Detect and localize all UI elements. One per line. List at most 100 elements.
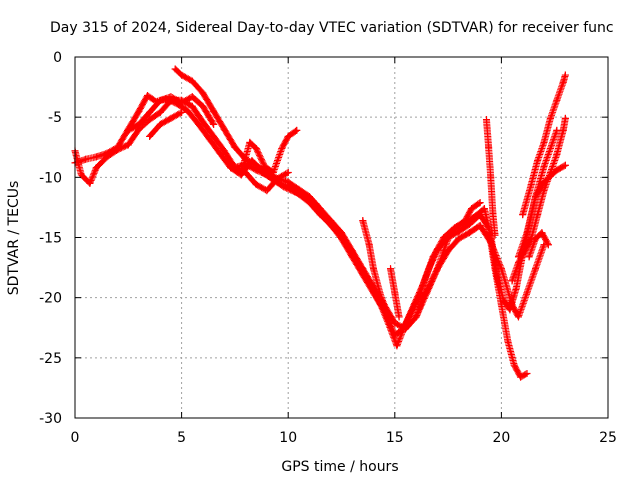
data-point: [369, 265, 377, 273]
data-point: [514, 259, 522, 267]
data-point: [532, 235, 540, 243]
data-point: [210, 120, 218, 128]
data-point: [124, 126, 132, 134]
y-tick-label: -15: [39, 231, 62, 247]
data-point: [178, 71, 186, 79]
data-point: [538, 229, 546, 237]
data-point: [199, 89, 207, 97]
data-point: [216, 149, 224, 157]
data-point: [514, 253, 522, 261]
data-point: [523, 229, 531, 237]
data-point: [525, 253, 533, 261]
data-point: [184, 107, 192, 115]
data-point: [476, 221, 484, 229]
data-point: [135, 107, 143, 115]
data-point: [387, 265, 395, 273]
data-point: [497, 301, 505, 309]
data-point: [167, 93, 175, 101]
data-point: [338, 229, 345, 237]
data-point: [553, 96, 561, 104]
chart-title: Day 315 of 2024, Sidereal Day-to-day VTE…: [50, 20, 614, 36]
data-point: [135, 120, 143, 128]
data-point: [103, 153, 111, 161]
x-tick-label: 20: [492, 430, 510, 446]
data-point: [468, 205, 476, 213]
data-point: [491, 231, 499, 239]
series-track-4: [124, 93, 218, 134]
data-point: [274, 175, 282, 183]
data-point: [508, 301, 516, 309]
series-track-15: [525, 229, 552, 261]
data-point: [146, 108, 154, 116]
data-point: [546, 144, 554, 152]
data-point: [489, 209, 497, 217]
data-point: [348, 247, 356, 255]
data-point: [156, 120, 164, 128]
data-point: [92, 153, 100, 161]
data-point: [284, 132, 292, 140]
data-point: [188, 93, 196, 101]
data-point: [512, 284, 520, 292]
series-track-14: [519, 71, 569, 219]
data-point: [195, 120, 203, 128]
data-point: [553, 150, 561, 158]
data-point: [553, 166, 561, 174]
data-point: [497, 265, 505, 273]
data-point: [261, 163, 269, 171]
data-point: [231, 163, 239, 171]
data-point: [559, 126, 567, 134]
data-point: [220, 147, 228, 155]
data-point: [199, 102, 207, 110]
data-point: [461, 217, 469, 225]
data-point: [252, 181, 260, 189]
data-point: [412, 313, 420, 321]
series-track-8: [359, 217, 388, 309]
data-point: [561, 161, 569, 169]
data-point: [284, 178, 292, 186]
data-point: [359, 265, 367, 273]
data-point: [376, 289, 384, 297]
data-point: [527, 181, 535, 189]
data-point: [540, 187, 548, 195]
data-point: [92, 164, 100, 172]
data-point: [293, 126, 301, 134]
data-point: [523, 369, 531, 377]
data-point: [146, 116, 154, 124]
data-point: [156, 108, 164, 116]
data-point: [220, 125, 228, 133]
data-point: [465, 229, 473, 237]
x-tick-label: 5: [177, 430, 186, 446]
data-point: [534, 211, 542, 219]
data-point: [143, 92, 151, 100]
data-series: [71, 65, 569, 381]
data-point: [205, 135, 213, 143]
data-point: [306, 193, 314, 201]
data-point: [395, 313, 403, 321]
x-tick-label: 10: [279, 430, 297, 446]
data-point: [82, 155, 90, 163]
data-point: [416, 289, 424, 297]
data-point: [263, 187, 271, 195]
y-tick-label: -25: [39, 351, 62, 367]
data-point: [433, 246, 441, 254]
y-tick-label: -30: [39, 411, 62, 427]
data-point: [453, 223, 461, 231]
data-point: [246, 138, 254, 146]
data-point: [178, 108, 186, 116]
data-point: [476, 199, 484, 207]
data-point: [532, 265, 540, 273]
data-point: [517, 373, 525, 381]
data-point: [532, 193, 540, 201]
series-track-5: [146, 108, 186, 140]
data-point: [252, 144, 260, 152]
data-point: [114, 146, 122, 154]
data-point: [540, 138, 548, 146]
data-point: [167, 114, 175, 122]
series-track-10: [412, 199, 484, 321]
data-point: [199, 118, 207, 126]
data-point: [425, 265, 433, 273]
data-point: [446, 229, 454, 237]
data-point: [553, 126, 561, 134]
data-point: [514, 313, 522, 321]
